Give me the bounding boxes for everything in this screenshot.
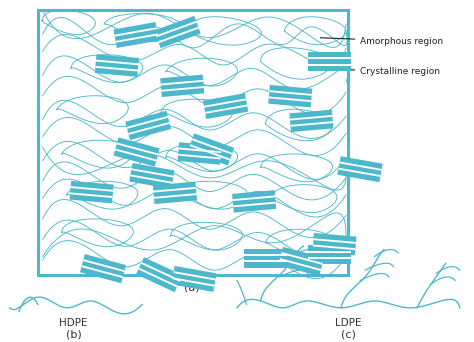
Bar (188, 133, 234, 166)
Bar (130, 174, 173, 184)
Bar (308, 251, 351, 253)
Bar (278, 247, 324, 276)
Bar (233, 195, 275, 201)
Bar (269, 96, 311, 102)
Bar (138, 268, 178, 287)
Bar (308, 246, 351, 264)
Bar (117, 143, 158, 155)
Bar (190, 144, 230, 160)
FancyBboxPatch shape (38, 10, 348, 275)
Bar (153, 182, 197, 204)
Bar (233, 202, 276, 207)
Bar (129, 163, 174, 189)
Bar (70, 193, 113, 198)
Bar (161, 80, 203, 86)
Bar (141, 262, 181, 282)
Bar (83, 259, 125, 272)
Bar (244, 254, 287, 256)
Bar (289, 110, 333, 132)
Bar (232, 190, 276, 213)
Bar (291, 121, 333, 127)
Bar (281, 252, 323, 265)
Bar (338, 168, 381, 177)
Bar (96, 60, 138, 65)
Bar (313, 245, 356, 250)
Bar (114, 137, 160, 167)
Bar (308, 257, 351, 259)
Bar (244, 249, 287, 267)
Bar (337, 156, 383, 182)
Bar (268, 85, 312, 107)
Bar (153, 187, 196, 193)
Bar (290, 115, 332, 120)
Bar (115, 148, 156, 161)
Bar (205, 105, 247, 114)
Text: (a): (a) (184, 283, 200, 293)
Bar (95, 54, 139, 77)
Bar (116, 34, 158, 43)
Bar (308, 52, 351, 71)
Bar (308, 57, 351, 60)
Bar (160, 75, 204, 97)
Bar (127, 116, 168, 129)
Bar (125, 111, 171, 140)
Bar (204, 98, 246, 108)
Bar (131, 168, 173, 177)
Bar (158, 27, 199, 43)
Text: Crystalline region: Crystalline region (320, 67, 440, 76)
Bar (136, 257, 182, 292)
Bar (114, 27, 157, 37)
Bar (269, 90, 312, 96)
Bar (154, 16, 201, 48)
Bar (161, 86, 204, 92)
Bar (172, 277, 215, 287)
Bar (80, 254, 126, 283)
Bar (95, 66, 138, 71)
Bar (71, 186, 113, 192)
Bar (128, 122, 170, 135)
Text: Amorphous region: Amorphous region (320, 37, 443, 45)
Bar (308, 64, 351, 66)
Bar (178, 142, 222, 165)
Bar (156, 21, 197, 37)
Bar (154, 193, 197, 199)
Text: LDPE: LDPE (335, 318, 362, 328)
Bar (113, 22, 159, 48)
Bar (313, 238, 356, 244)
Bar (70, 181, 114, 203)
Bar (244, 260, 287, 262)
Text: HDPE: HDPE (59, 318, 88, 328)
Bar (312, 233, 356, 255)
Bar (179, 147, 221, 153)
Text: (c): (c) (341, 329, 356, 340)
Bar (178, 154, 221, 159)
Bar (339, 161, 382, 171)
Bar (171, 266, 217, 292)
Bar (192, 138, 232, 155)
Text: (b): (b) (65, 329, 82, 340)
Bar (203, 93, 248, 119)
Bar (173, 271, 216, 280)
Bar (280, 258, 321, 271)
Bar (82, 265, 123, 278)
